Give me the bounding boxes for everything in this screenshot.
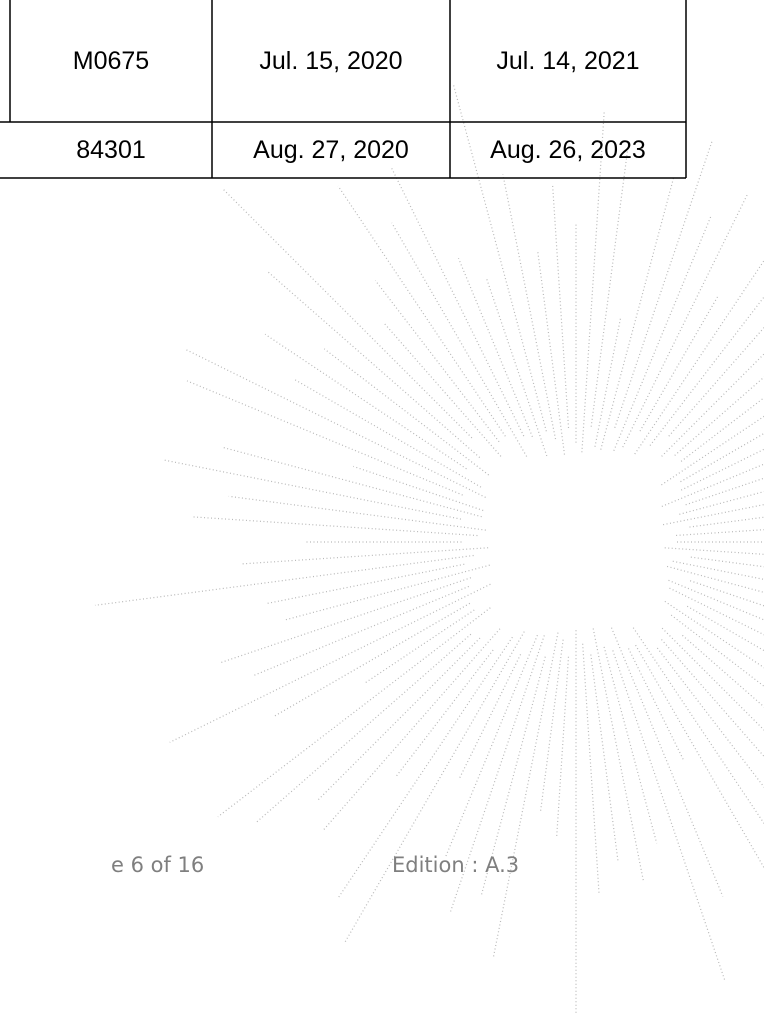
burst-ray bbox=[623, 193, 748, 447]
burst-ray bbox=[459, 654, 521, 779]
burst-ray bbox=[392, 223, 527, 457]
burst-ray bbox=[353, 466, 483, 510]
burst-ray bbox=[613, 650, 725, 979]
burst-ray bbox=[240, 548, 488, 564]
table-cell: Aug. 27, 2020 bbox=[212, 122, 450, 178]
burst-ray bbox=[284, 565, 490, 620]
burst-ray bbox=[663, 473, 764, 525]
burst-ray bbox=[192, 517, 478, 536]
burst-ray bbox=[322, 629, 500, 832]
edition: Edition : A.3 bbox=[392, 853, 519, 877]
burst-ray bbox=[657, 648, 764, 850]
burst-ray bbox=[396, 650, 493, 777]
burst-ray bbox=[662, 628, 764, 741]
table-cell: Aug. 26, 2023 bbox=[450, 122, 686, 178]
table-cell: Jul. 15, 2020 bbox=[212, 0, 450, 122]
burst-ray bbox=[676, 514, 764, 535]
burst-ray bbox=[295, 380, 481, 488]
burst-ray bbox=[324, 349, 488, 475]
burst-ray bbox=[493, 633, 558, 959]
burst-ray bbox=[665, 548, 764, 566]
table-cell: Jul. 14, 2021 bbox=[450, 0, 686, 122]
burst-ray bbox=[662, 304, 764, 456]
burst-ray bbox=[689, 505, 764, 527]
burst-ray bbox=[595, 317, 621, 447]
burst-ray bbox=[392, 168, 524, 436]
burst-ray bbox=[614, 216, 711, 451]
burst-ray bbox=[553, 184, 569, 428]
burst-ray bbox=[679, 456, 764, 514]
burst-ray bbox=[364, 610, 474, 684]
burst-ray bbox=[458, 258, 532, 437]
burst-ray bbox=[224, 448, 482, 517]
burst-ray bbox=[338, 186, 505, 436]
table-cell: 84301 bbox=[10, 122, 212, 178]
burst-ray bbox=[593, 629, 643, 882]
burst-ray bbox=[223, 189, 472, 438]
page-number: e 6 of 16 bbox=[111, 853, 204, 877]
burst-ray bbox=[636, 645, 764, 891]
burst-ray bbox=[640, 297, 717, 431]
burst-ray bbox=[95, 555, 474, 605]
burst-ray bbox=[256, 634, 471, 823]
burst-ray bbox=[583, 644, 599, 893]
burst-ray bbox=[669, 588, 764, 701]
burst-ray bbox=[221, 578, 471, 663]
burst-ray bbox=[604, 647, 657, 843]
burst-ray bbox=[629, 648, 684, 760]
burst-ray bbox=[267, 271, 479, 457]
burst-ray bbox=[611, 628, 722, 897]
burst-ray bbox=[633, 628, 764, 881]
burst-ray bbox=[665, 601, 764, 714]
burst-ray bbox=[635, 238, 764, 454]
burst-ray bbox=[690, 581, 764, 691]
burst-ray bbox=[675, 277, 764, 455]
table-cell: M0675 bbox=[10, 0, 212, 122]
burst-ray bbox=[274, 603, 470, 716]
burst-ray bbox=[254, 586, 469, 675]
burst-ray bbox=[185, 349, 486, 497]
burst-ray bbox=[229, 496, 486, 530]
burst-ray bbox=[662, 371, 764, 506]
page: M0675 Jul. 15, 2020 Jul. 14, 2021 84301 … bbox=[0, 0, 764, 1034]
burst-ray bbox=[187, 381, 463, 495]
burst-ray bbox=[218, 608, 490, 817]
burst-ray bbox=[446, 635, 538, 857]
burst-ray bbox=[503, 174, 556, 439]
burst-ray bbox=[538, 250, 565, 454]
burst-ray bbox=[265, 334, 466, 469]
burst-ray bbox=[266, 564, 465, 604]
burst-ray bbox=[601, 179, 674, 450]
burst-ray bbox=[164, 460, 461, 519]
burst-ray bbox=[557, 657, 569, 837]
burst-ray bbox=[667, 566, 764, 619]
burst-ray bbox=[661, 639, 764, 848]
burst-ray bbox=[669, 293, 764, 436]
burst-ray bbox=[673, 561, 764, 594]
burst-ray bbox=[486, 278, 546, 456]
burst-ray bbox=[375, 280, 499, 441]
burst-ray bbox=[669, 580, 764, 679]
burst-ray bbox=[317, 638, 480, 801]
